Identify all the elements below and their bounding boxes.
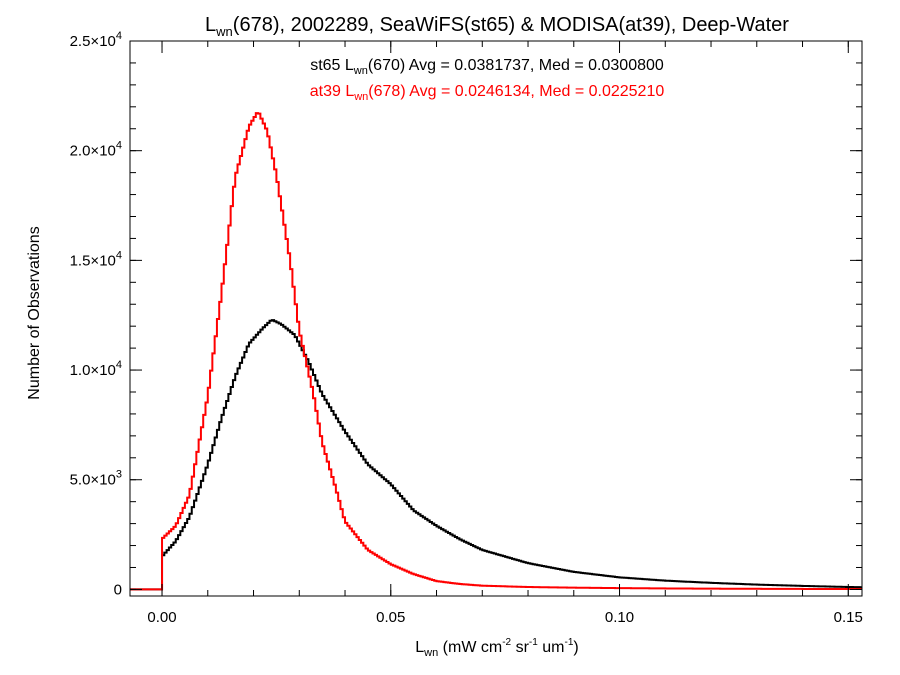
axes-group: 0.00 0.05 0.10 0.15 0 5.0×103 1.0×104 1.5×104 2.… [70,30,863,626]
series-group [130,112,862,591]
series-at39-line [130,112,862,591]
x-tick-label: 0.00 [147,609,176,626]
y-tick-label: 2.5×104 [70,30,122,50]
x-axis-label: Lwn (mW cm-2 sr-1 um-1) [415,637,578,659]
plot-frame [129,40,863,597]
x-tick-label: 0.05 [376,609,405,626]
series-st65-line [130,319,862,591]
x-tick-label: 0.10 [605,609,634,626]
y-tick-label: 1.0×104 [70,359,122,379]
y-tick-label: 2.0×104 [70,140,122,160]
x-tick-label: 0.15 [834,609,863,626]
y-tick-label: 1.5×104 [70,249,122,269]
chart-title: Lwn(678), 2002289, SeaWiFS(st65) & MODIS… [205,14,789,39]
y-tick-label: 5.0×103 [70,469,122,489]
y-tick-label: 0 [114,581,122,598]
legend-entry-at39: at39 Lwn(678) Avg = 0.0246134, Med = 0.0… [310,83,665,103]
y-axis-label: Number of Observations [26,226,43,399]
legend-entry-st65: st65 Lwn(670) Avg = 0.0381737, Med = 0.0… [310,57,664,77]
